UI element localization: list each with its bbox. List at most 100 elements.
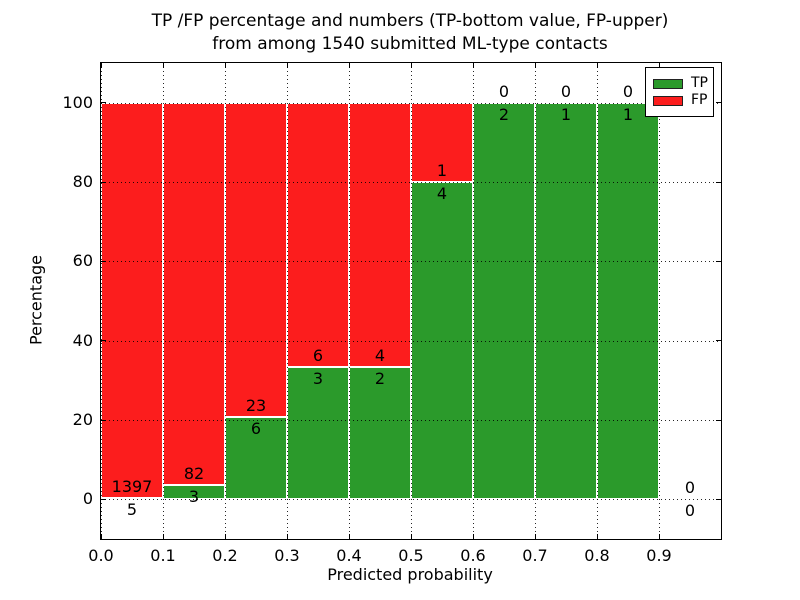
x-tickmark-top [348, 63, 350, 68]
x-tick-label: 0.2 [212, 546, 238, 565]
x-tick-label: 0.1 [150, 546, 176, 565]
x-gridline [473, 63, 474, 539]
bar-segment-tp [597, 102, 659, 500]
x-tickmark-bottom [100, 534, 102, 539]
x-axis-label: Predicted probability [327, 565, 493, 584]
bar-segment-fp [225, 102, 287, 418]
chart-title-line2: from among 1540 submitted ML-type contac… [212, 34, 608, 54]
fp-count-label: 1 [436, 161, 448, 180]
y-tickmark-right [716, 102, 721, 104]
bar-segment-fp [411, 102, 473, 182]
tp-count-label: 1 [622, 104, 634, 124]
x-tickmark-bottom [410, 534, 412, 539]
x-tickmark-top [596, 63, 598, 68]
tp-count-label: 3 [312, 369, 324, 389]
x-tickmark-bottom [224, 534, 226, 539]
y-tickmark-right [716, 340, 721, 342]
fp-count-label: 0 [560, 81, 572, 101]
x-tickmark-top [410, 63, 412, 68]
legend: TP FP [645, 67, 714, 117]
x-tickmark-top [658, 63, 660, 68]
y-tickmark-left [101, 102, 106, 104]
x-gridline [659, 63, 660, 539]
x-tickmark-top [472, 63, 474, 68]
x-tickmark-top [162, 63, 164, 68]
x-gridline [597, 63, 598, 539]
y-tick-label: 60 [72, 251, 93, 271]
x-gridline [411, 63, 412, 539]
y-axis-label: Percentage [26, 254, 46, 346]
x-tick-label: 0.7 [522, 546, 548, 565]
y-tickmark-left [101, 260, 106, 262]
x-gridline [163, 63, 164, 539]
y-tickmark-right [716, 181, 721, 183]
legend-label-fp: FP [691, 92, 708, 108]
y-tickmark-left [101, 498, 106, 500]
x-tickmark-bottom [658, 534, 660, 539]
legend-label-tp: TP [691, 75, 708, 91]
tp-count-label: 4 [436, 184, 448, 203]
x-gridline [287, 63, 288, 539]
tp-count-label: 0 [684, 501, 696, 521]
tp-count-label: 5 [126, 499, 138, 519]
y-tick-label: 100 [62, 92, 93, 112]
y-tick-label: 80 [72, 172, 93, 191]
x-tick-label: 0.3 [274, 546, 300, 565]
y-tick-label: 40 [72, 330, 93, 350]
fp-color-swatch [653, 95, 683, 106]
tp-count-label: 6 [250, 419, 262, 439]
x-tickmark-top [100, 63, 102, 68]
x-tickmark-top [224, 63, 226, 68]
x-tick-label: 0.0 [88, 546, 114, 565]
y-tickmark-left [101, 419, 106, 421]
tp-count-label: 2 [498, 104, 510, 124]
y-tickmark-right [716, 498, 721, 500]
tp-color-swatch [653, 78, 683, 89]
fp-count-label: 0 [684, 478, 696, 498]
x-tickmark-bottom [596, 534, 598, 539]
bar-segment-tp [349, 367, 411, 500]
tp-count-label: 3 [188, 487, 200, 507]
x-tickmark-bottom [534, 534, 536, 539]
x-tickmark-top [286, 63, 288, 68]
x-tick-label: 0.6 [460, 546, 486, 565]
y-tickmark-left [101, 340, 106, 342]
x-tickmark-bottom [348, 534, 350, 539]
bar-segment-fp [163, 102, 225, 486]
fp-count-label: 4 [374, 346, 386, 366]
x-gridline [535, 63, 536, 539]
x-tickmark-bottom [286, 534, 288, 539]
fp-count-label: 0 [498, 81, 510, 101]
x-tick-label: 0.4 [336, 546, 362, 565]
fp-count-label: 23 [245, 396, 267, 416]
plot-area: 0 20 40 60 80 100 0.0 0.1 0.2 0.3 0.4 0.5 0.6 0.7 0.8 0… [62, 62, 722, 565]
y-tickmark-right [716, 419, 721, 421]
legend-item-fp: FP [653, 92, 708, 108]
y-tick-label: 20 [72, 410, 93, 429]
bar-segment-tp [535, 102, 597, 500]
x-tickmark-top [534, 63, 536, 68]
bar-segment-tp [473, 102, 535, 500]
fp-count-label: 1397 [111, 476, 153, 496]
fp-count-label: 0 [622, 81, 634, 101]
x-gridline [225, 63, 226, 539]
bar-segment-tp [287, 367, 349, 500]
x-tickmark-bottom [472, 534, 474, 539]
x-tick-label: 0.8 [584, 546, 610, 565]
chart-title-line1: TP /FP percentage and numbers (TP-bottom… [151, 11, 669, 31]
y-tickmark-left [101, 181, 106, 183]
tp-count-label: 1 [560, 104, 572, 124]
bar-segment-fp [101, 102, 163, 498]
chart-title: TP /FP percentage and numbers (TP-bottom… [60, 10, 760, 56]
bar-segment-fp [287, 102, 349, 368]
x-tick-label: 0.5 [398, 546, 424, 565]
y-tick-label: 0 [82, 489, 93, 509]
x-gridline [101, 63, 102, 539]
x-gridline [349, 63, 350, 539]
bar-segment-tp [225, 417, 287, 500]
fp-count-label: 6 [312, 346, 324, 366]
x-tickmark-bottom [162, 534, 164, 539]
legend-item-tp: TP [653, 75, 708, 91]
tp-count-label: 2 [374, 369, 386, 389]
